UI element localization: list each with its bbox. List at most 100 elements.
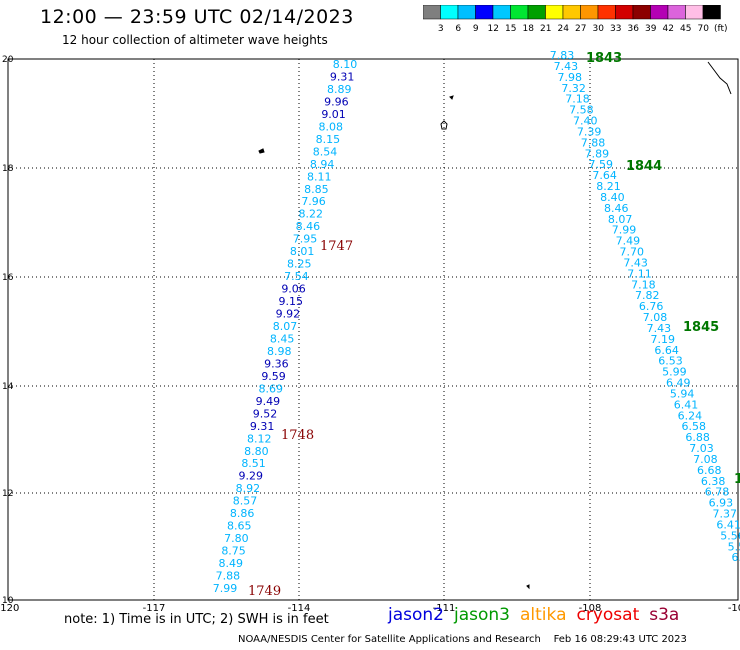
longitude-label: -120 <box>0 603 19 614</box>
wave-height-value: 7.54 <box>284 270 309 283</box>
wave-height-value: 6.88 <box>685 431 710 444</box>
colorbar-label: (ft) <box>714 24 728 34</box>
longitude-label: -117 <box>143 603 166 614</box>
wave-height-value: 8.46 <box>604 202 629 215</box>
wave-height-value: 9.31 <box>250 420 275 433</box>
pass-time-label: 1843 <box>586 51 622 66</box>
wave-height-value: 7.43 <box>623 256 648 269</box>
colorbar-label: 24 <box>558 24 570 34</box>
wave-height-value: 6.49 <box>666 377 691 390</box>
wave-height-value: 6.58 <box>682 420 707 433</box>
wave-height-value: 6.78 <box>705 486 730 499</box>
wave-height-value: 7.89 <box>585 147 610 160</box>
wave-height-value: 8.15 <box>316 133 341 146</box>
colorbar-label: 15 <box>505 24 516 34</box>
wave-height-value: 7.11 <box>627 267 652 280</box>
colorbar-label: 36 <box>628 24 640 34</box>
colorbar-swatch <box>702 5 721 20</box>
map-title: 12:00 — 23:59 UTC 02/14/2023 <box>40 6 354 28</box>
colorbar-label: 3 <box>438 24 444 34</box>
wave-height-value: 8.94 <box>310 158 335 171</box>
colorbar-label: 70 <box>698 24 710 34</box>
wave-height-value: 8.25 <box>287 258 312 271</box>
wave-height-value: 8.69 <box>258 382 283 395</box>
footer-note: note: 1) Time is in UTC; 2) SWH is in fe… <box>64 612 329 627</box>
baja-coast-outline <box>707 61 732 95</box>
wave-height-value: 7.40 <box>573 115 598 128</box>
altimeter-track-2: 7.837.437.987.327.187.587.407.397.887.89… <box>550 49 740 564</box>
wave-height-value: 7.37 <box>713 508 738 521</box>
wave-height-value: 8.22 <box>298 208 323 221</box>
footer-credit: NOAA/NESDIS Center for Satellite Applica… <box>238 634 687 645</box>
wave-height-value: 5.5 <box>728 540 740 553</box>
wave-height-value: 6.41 <box>674 398 699 411</box>
wave-height-value: 9.01 <box>321 108 346 121</box>
colorbar-label: 27 <box>575 24 586 34</box>
wave-height-value: 7.03 <box>689 442 714 455</box>
wave-height-value: 7.39 <box>577 125 602 138</box>
colorbar-label: 39 <box>645 24 657 34</box>
wave-height-value: 7.99 <box>612 224 637 237</box>
wave-height-value: 7.88 <box>581 136 606 149</box>
wave-height-value: 7.19 <box>651 333 676 346</box>
wave-height-value: 7.96 <box>301 195 326 208</box>
latitude-label: 12 <box>2 489 13 499</box>
wave-height-value: 7.70 <box>620 246 645 259</box>
colorbar-label: 33 <box>610 24 621 34</box>
wave-height-value: 7.49 <box>616 235 641 248</box>
wave-height-value: 7.83 <box>550 49 575 62</box>
legend-cryosat: cryosat <box>576 605 640 625</box>
island-outline <box>526 584 530 590</box>
wave-height-value: 6.53 <box>658 355 683 368</box>
wave-height-value: 8.07 <box>273 320 298 333</box>
wave-height-value: 7.88 <box>216 570 241 583</box>
wave-height-value: 7.18 <box>631 278 656 291</box>
wave-height-value: 7.43 <box>647 322 672 335</box>
wave-height-value: 5.94 <box>670 387 695 400</box>
latitude-labels: 20 18 16 14 12 10 <box>2 55 14 606</box>
wave-height-value: 7.18 <box>565 93 590 106</box>
pass-time-label: 1 <box>734 472 740 487</box>
wave-height-value: 8.40 <box>600 191 625 204</box>
wave-height-value: 8.65 <box>227 520 252 533</box>
wave-height-value: 8.57 <box>233 495 258 508</box>
wave-height-value: 8.92 <box>236 482 261 495</box>
colorbar-label: 6 <box>455 24 461 34</box>
longitude-label: -114 <box>288 603 311 614</box>
wave-height-value: 7.58 <box>569 104 594 117</box>
wave-height-value: 6.64 <box>654 344 679 357</box>
wave-height-value: 6.41 <box>716 518 740 531</box>
longitude-label: -10 <box>728 603 740 614</box>
latitude-label: 10 <box>2 596 14 606</box>
wave-height-value: 8.01 <box>290 245 315 258</box>
wave-height-value: 7.80 <box>224 532 249 545</box>
legend-jason2: jason2 <box>388 605 444 625</box>
wave-height-value: 7.99 <box>213 582 238 595</box>
wave-height-value: 7.64 <box>592 169 617 182</box>
island-outline <box>440 120 448 130</box>
wave-height-value: 8.80 <box>244 445 269 458</box>
wave-height-value: 9.59 <box>261 370 286 383</box>
pass-time-label: 1747 <box>320 239 353 254</box>
wave-height-value: 9.06 <box>281 283 306 296</box>
wave-height-value: 8.12 <box>247 432 272 445</box>
wave-height-value: 7.98 <box>558 71 583 84</box>
wave-height-value: 8.86 <box>230 507 255 520</box>
map-subtitle: 12 hour collection of altimeter wave hei… <box>62 33 328 47</box>
legend-s3a: s3a <box>649 605 680 625</box>
map-frame <box>7 58 739 601</box>
wave-height-value: 8.54 <box>313 145 338 158</box>
pass-time-label: 1749 <box>248 584 281 599</box>
wave-height-value: 9.52 <box>253 407 278 420</box>
wave-height-value: 6.1 <box>732 551 740 564</box>
wave-height-value: 9.31 <box>330 70 355 83</box>
latitude-label: 20 <box>2 55 14 65</box>
altimeter-track-1: 8.109.318.899.969.018.088.158.548.948.11… <box>213 58 358 599</box>
wave-height-value: 5.56 <box>720 529 740 542</box>
wave-height-value: 8.21 <box>596 180 621 193</box>
coastline <box>258 61 732 590</box>
wave-height-value: 8.98 <box>267 345 292 358</box>
wave-height-value: 7.43 <box>554 60 579 73</box>
wave-height-value: 8.10 <box>333 58 358 71</box>
latitude-label: 18 <box>2 164 14 174</box>
